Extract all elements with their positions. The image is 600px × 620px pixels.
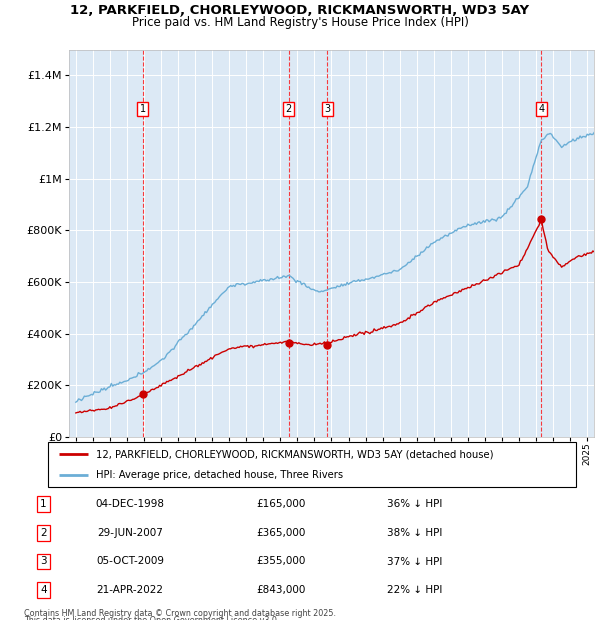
Text: 38% ↓ HPI: 38% ↓ HPI: [387, 528, 442, 538]
Text: 36% ↓ HPI: 36% ↓ HPI: [387, 499, 442, 509]
Text: 3: 3: [40, 557, 47, 567]
Text: 4: 4: [538, 104, 544, 114]
Text: This data is licensed under the Open Government Licence v3.0.: This data is licensed under the Open Gov…: [24, 616, 280, 620]
Text: 4: 4: [40, 585, 47, 595]
Text: HPI: Average price, detached house, Three Rivers: HPI: Average price, detached house, Thre…: [95, 469, 343, 480]
Text: £365,000: £365,000: [256, 528, 305, 538]
Text: 29-JUN-2007: 29-JUN-2007: [97, 528, 163, 538]
Text: 1: 1: [40, 499, 47, 509]
Text: £843,000: £843,000: [256, 585, 305, 595]
Text: 12, PARKFIELD, CHORLEYWOOD, RICKMANSWORTH, WD3 5AY: 12, PARKFIELD, CHORLEYWOOD, RICKMANSWORT…: [70, 4, 530, 17]
Text: Price paid vs. HM Land Registry's House Price Index (HPI): Price paid vs. HM Land Registry's House …: [131, 16, 469, 29]
Text: 2: 2: [286, 104, 292, 114]
Text: £165,000: £165,000: [256, 499, 305, 509]
Text: £355,000: £355,000: [256, 557, 305, 567]
Text: Contains HM Land Registry data © Crown copyright and database right 2025.: Contains HM Land Registry data © Crown c…: [24, 609, 336, 618]
Text: 37% ↓ HPI: 37% ↓ HPI: [387, 557, 442, 567]
Text: 04-DEC-1998: 04-DEC-1998: [95, 499, 164, 509]
Text: 1: 1: [140, 104, 146, 114]
Text: 05-OCT-2009: 05-OCT-2009: [96, 557, 164, 567]
Text: 21-APR-2022: 21-APR-2022: [97, 585, 164, 595]
Text: 2: 2: [40, 528, 47, 538]
Text: 12, PARKFIELD, CHORLEYWOOD, RICKMANSWORTH, WD3 5AY (detached house): 12, PARKFIELD, CHORLEYWOOD, RICKMANSWORT…: [95, 449, 493, 459]
Text: 3: 3: [325, 104, 331, 114]
Text: 22% ↓ HPI: 22% ↓ HPI: [387, 585, 442, 595]
